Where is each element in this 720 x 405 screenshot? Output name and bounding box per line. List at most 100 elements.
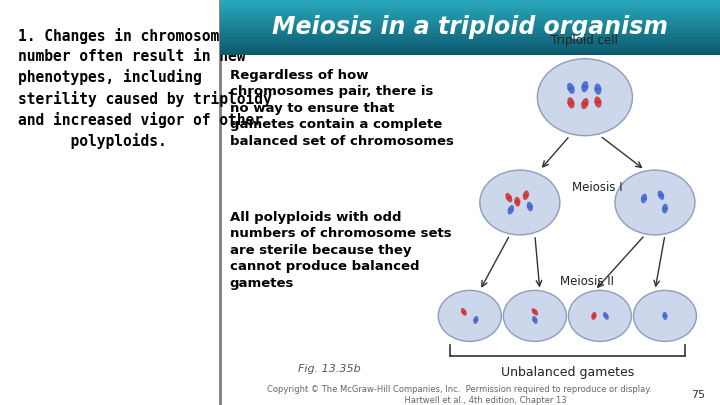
FancyBboxPatch shape <box>220 25 720 26</box>
Ellipse shape <box>508 208 514 211</box>
FancyBboxPatch shape <box>220 16 720 18</box>
Ellipse shape <box>582 102 588 105</box>
Circle shape <box>480 170 560 235</box>
FancyBboxPatch shape <box>220 40 720 41</box>
FancyBboxPatch shape <box>220 34 720 36</box>
FancyBboxPatch shape <box>220 22 720 23</box>
Ellipse shape <box>506 196 512 199</box>
FancyBboxPatch shape <box>220 12 720 14</box>
Ellipse shape <box>567 83 575 94</box>
FancyBboxPatch shape <box>220 45 720 47</box>
Ellipse shape <box>603 312 609 320</box>
Ellipse shape <box>523 190 529 200</box>
FancyBboxPatch shape <box>220 1 720 3</box>
Circle shape <box>438 290 501 341</box>
Ellipse shape <box>658 194 664 197</box>
FancyBboxPatch shape <box>220 36 720 37</box>
FancyBboxPatch shape <box>220 51 720 52</box>
Circle shape <box>568 290 631 341</box>
Ellipse shape <box>514 197 521 207</box>
Ellipse shape <box>591 315 596 317</box>
FancyBboxPatch shape <box>220 38 720 40</box>
Ellipse shape <box>533 310 537 313</box>
Text: Meiosis I: Meiosis I <box>572 181 623 194</box>
FancyBboxPatch shape <box>220 30 720 32</box>
FancyBboxPatch shape <box>220 15 720 16</box>
Ellipse shape <box>582 85 588 88</box>
Text: Regardless of how
chromosomes pair, there is
no way to ensure that
gametes conta: Regardless of how chromosomes pair, ther… <box>230 69 454 148</box>
Text: Fig. 13.35b: Fig. 13.35b <box>298 364 361 373</box>
Text: All polyploids with odd
numbers of chromosome sets
are sterile because they
cann: All polyploids with odd numbers of chrom… <box>230 211 451 290</box>
FancyBboxPatch shape <box>220 33 720 34</box>
FancyBboxPatch shape <box>220 52 720 53</box>
Ellipse shape <box>532 319 537 321</box>
FancyBboxPatch shape <box>220 26 720 28</box>
FancyBboxPatch shape <box>220 32 720 33</box>
Text: Unbalanced gametes: Unbalanced gametes <box>500 366 634 379</box>
FancyBboxPatch shape <box>220 47 720 48</box>
Ellipse shape <box>531 308 538 315</box>
FancyBboxPatch shape <box>220 21 720 22</box>
FancyBboxPatch shape <box>220 48 720 49</box>
Circle shape <box>615 170 695 235</box>
FancyBboxPatch shape <box>220 49 720 51</box>
Ellipse shape <box>523 194 528 197</box>
Ellipse shape <box>594 96 601 108</box>
FancyBboxPatch shape <box>220 14 720 15</box>
FancyBboxPatch shape <box>220 4 720 5</box>
FancyBboxPatch shape <box>220 28 720 29</box>
Ellipse shape <box>508 205 514 215</box>
Ellipse shape <box>641 197 647 200</box>
FancyBboxPatch shape <box>220 37 720 38</box>
FancyBboxPatch shape <box>220 44 720 45</box>
Circle shape <box>634 290 696 341</box>
FancyBboxPatch shape <box>220 41 720 43</box>
FancyBboxPatch shape <box>220 7 720 8</box>
Ellipse shape <box>514 200 521 203</box>
Text: Meiosis in a triploid organism: Meiosis in a triploid organism <box>271 15 668 39</box>
Ellipse shape <box>657 190 665 200</box>
Ellipse shape <box>581 81 588 92</box>
Ellipse shape <box>461 308 467 316</box>
Ellipse shape <box>595 87 601 91</box>
FancyBboxPatch shape <box>220 23 720 25</box>
FancyBboxPatch shape <box>220 11 720 12</box>
FancyBboxPatch shape <box>220 18 720 19</box>
FancyBboxPatch shape <box>220 29 720 30</box>
Ellipse shape <box>595 100 601 104</box>
FancyBboxPatch shape <box>220 3 720 4</box>
Ellipse shape <box>462 311 467 313</box>
FancyBboxPatch shape <box>220 10 720 11</box>
Ellipse shape <box>473 316 478 324</box>
FancyBboxPatch shape <box>220 53 720 55</box>
FancyBboxPatch shape <box>220 0 720 1</box>
Ellipse shape <box>581 98 589 109</box>
Ellipse shape <box>473 319 478 321</box>
Circle shape <box>503 290 567 341</box>
Ellipse shape <box>594 83 601 95</box>
Ellipse shape <box>505 193 513 202</box>
Ellipse shape <box>603 315 608 317</box>
Ellipse shape <box>532 316 538 324</box>
Circle shape <box>537 59 632 136</box>
Text: Triploid cell: Triploid cell <box>552 34 618 47</box>
Ellipse shape <box>567 97 575 109</box>
Text: Meiosis II: Meiosis II <box>560 275 614 288</box>
Ellipse shape <box>662 312 667 320</box>
Ellipse shape <box>641 194 647 203</box>
Ellipse shape <box>662 207 668 210</box>
Text: Copyright © The McGraw-Hill Companies, Inc.  Permission required to reproduce or: Copyright © The McGraw-Hill Companies, I… <box>267 385 652 405</box>
Ellipse shape <box>662 204 668 213</box>
FancyBboxPatch shape <box>220 43 720 44</box>
Ellipse shape <box>527 202 533 211</box>
FancyBboxPatch shape <box>220 8 720 10</box>
Text: 1. Changes in chromosome
number often result in new
phenotypes, including
steril: 1. Changes in chromosome number often re… <box>17 28 271 149</box>
Ellipse shape <box>567 87 575 90</box>
Ellipse shape <box>591 312 596 320</box>
Ellipse shape <box>527 205 533 208</box>
FancyBboxPatch shape <box>220 19 720 21</box>
Ellipse shape <box>567 101 575 104</box>
FancyBboxPatch shape <box>220 5 720 7</box>
Ellipse shape <box>662 315 667 317</box>
Text: 75: 75 <box>691 390 705 400</box>
